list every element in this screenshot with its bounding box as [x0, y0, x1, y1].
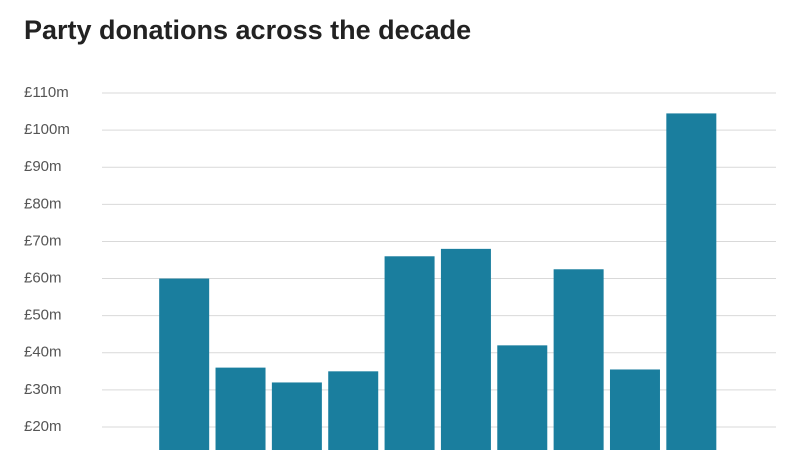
bar — [328, 371, 379, 450]
y-tick-label: £50m — [24, 307, 62, 324]
y-tick-label: £70m — [24, 232, 62, 249]
y-tick-label: £20m — [24, 418, 62, 435]
bar — [666, 113, 717, 450]
y-tick-label: £40m — [24, 344, 62, 361]
chart-title: Party donations across the decade — [24, 15, 471, 45]
bar — [440, 248, 491, 450]
y-tick-label: £90m — [24, 158, 62, 175]
y-tick-label: £100m — [24, 121, 70, 138]
bar — [553, 269, 604, 450]
y-tick-label: £110m — [24, 84, 69, 101]
bar — [159, 278, 210, 450]
bar — [497, 345, 548, 450]
y-tick-label: £60m — [24, 270, 62, 287]
y-tick-label: £80m — [24, 195, 62, 212]
bar — [271, 382, 322, 450]
bar — [215, 367, 266, 450]
bar — [609, 369, 660, 450]
bar — [384, 256, 435, 450]
y-tick-label: £30m — [24, 381, 62, 398]
